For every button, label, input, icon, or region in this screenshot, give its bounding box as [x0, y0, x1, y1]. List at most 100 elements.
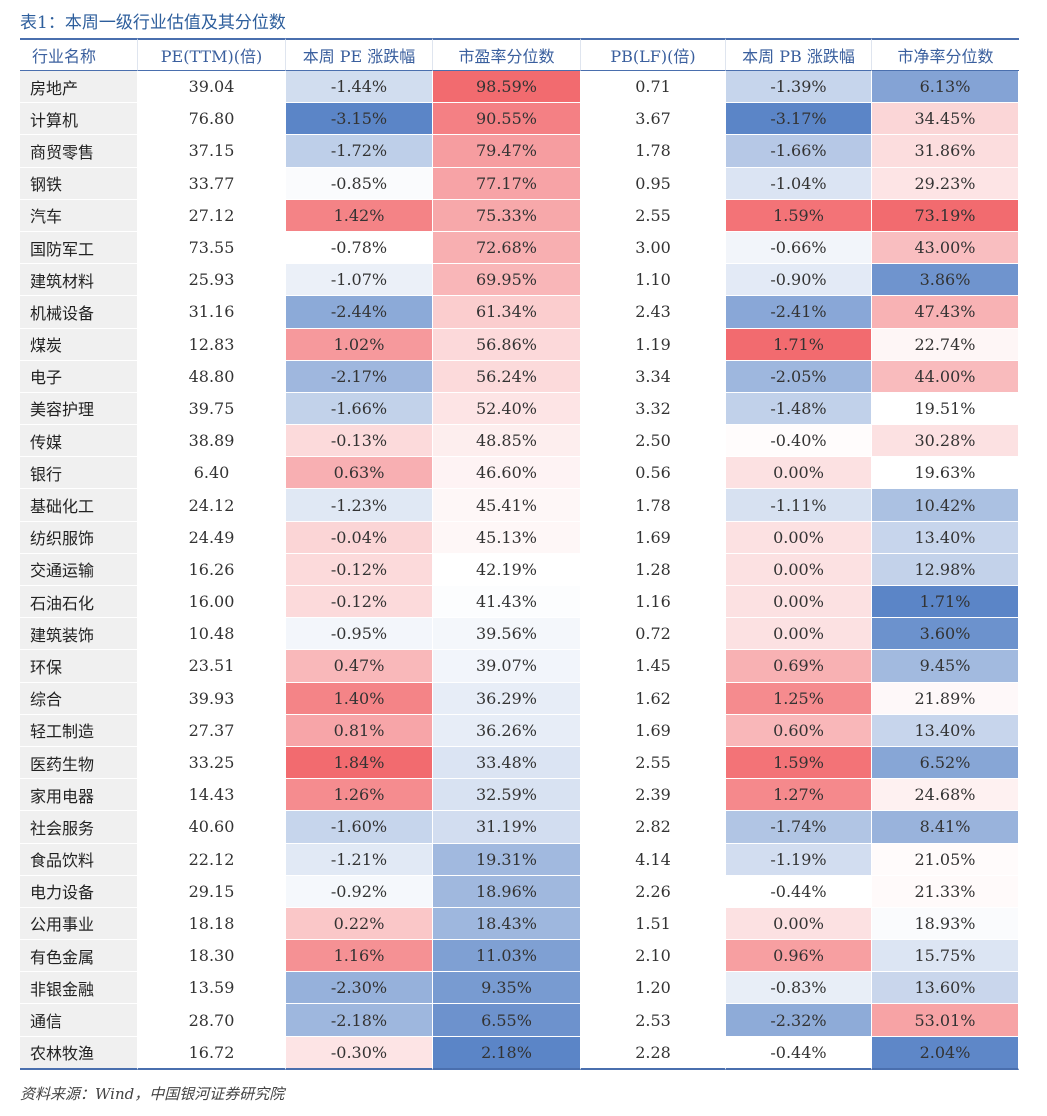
- table-row: 医药生物 33.25 1.84% 33.48% 2.55 1.59% 6.52%: [20, 746, 1019, 780]
- pb-percentile-cell: 47.43%: [872, 296, 1019, 329]
- industry-cell: 综合: [20, 682, 138, 715]
- pb-change-cell: -1.04%: [726, 167, 872, 200]
- pb-change-cell: 1.71%: [726, 328, 872, 361]
- table-row: 银行 6.40 0.63% 46.60% 0.56 0.00% 19.63%: [20, 457, 1019, 490]
- pe-change-cell: 0.47%: [286, 650, 433, 683]
- pb-cell: 0.95: [581, 167, 726, 200]
- industry-cell: 社会服务: [20, 811, 138, 844]
- pb-change-cell: 0.96%: [726, 940, 872, 973]
- industry-cell: 建筑装饰: [20, 618, 138, 651]
- pb-change-cell: -1.48%: [726, 392, 872, 426]
- table-row: 传媒 38.89 -0.13% 48.85% 2.50 -0.40% 30.28%: [20, 425, 1019, 458]
- pb-percentile-cell: 6.13%: [872, 71, 1019, 104]
- pe-percentile-cell: 56.86%: [433, 328, 581, 361]
- pb-cell: 2.26: [581, 875, 726, 908]
- pb-cell: 4.14: [581, 843, 726, 876]
- pb-percentile-cell: 30.28%: [872, 425, 1019, 458]
- industry-cell: 煤炭: [20, 328, 138, 361]
- pb-percentile-cell: 43.00%: [872, 231, 1019, 265]
- table-row: 计算机 76.80 -3.15% 90.55% 3.67 -3.17% 34.45%: [20, 103, 1019, 136]
- table-row: 汽车 27.12 1.42% 75.33% 2.55 1.59% 73.19%: [20, 199, 1019, 232]
- industry-cell: 纺织服饰: [20, 521, 138, 554]
- pb-change-cell: -1.19%: [726, 843, 872, 876]
- pe-change-cell: -0.92%: [286, 875, 433, 908]
- pb-change-cell: -1.66%: [726, 135, 872, 168]
- pe-change-cell: -1.07%: [286, 264, 433, 297]
- header-pe-percentile: 市盈率分位数: [433, 38, 581, 71]
- industry-cell: 银行: [20, 457, 138, 490]
- pe-change-cell: -0.12%: [286, 553, 433, 586]
- pb-percentile-cell: 12.98%: [872, 553, 1019, 586]
- pe-change-cell: -0.78%: [286, 231, 433, 265]
- pb-change-cell: 0.60%: [726, 714, 872, 747]
- pe-change-cell: -0.30%: [286, 1036, 433, 1070]
- pb-cell: 0.71: [581, 71, 726, 104]
- pe-cell: 39.75: [138, 392, 286, 426]
- pb-cell: 1.28: [581, 553, 726, 586]
- pb-change-cell: -0.90%: [726, 264, 872, 297]
- pe-change-cell: -1.44%: [286, 71, 433, 104]
- pe-cell: 27.12: [138, 199, 286, 232]
- pb-change-cell: -0.44%: [726, 875, 872, 908]
- pb-percentile-cell: 13.40%: [872, 521, 1019, 554]
- pb-cell: 1.45: [581, 650, 726, 683]
- industry-cell: 非银金融: [20, 972, 138, 1005]
- table-row: 综合 39.93 1.40% 36.29% 1.62 1.25% 21.89%: [20, 682, 1019, 715]
- pe-change-cell: 1.40%: [286, 682, 433, 715]
- pe-change-cell: -0.13%: [286, 425, 433, 458]
- industry-cell: 家用电器: [20, 779, 138, 812]
- pe-percentile-cell: 18.96%: [433, 875, 581, 908]
- pb-change-cell: 0.00%: [726, 586, 872, 619]
- industry-cell: 电力设备: [20, 875, 138, 908]
- pe-cell: 73.55: [138, 231, 286, 265]
- pe-cell: 18.30: [138, 940, 286, 973]
- pe-cell: 18.18: [138, 907, 286, 941]
- industry-cell: 交通运输: [20, 553, 138, 586]
- industry-cell: 石油石化: [20, 586, 138, 619]
- table-row: 建筑装饰 10.48 -0.95% 39.56% 0.72 0.00% 3.60%: [20, 618, 1019, 651]
- pb-percentile-cell: 29.23%: [872, 167, 1019, 200]
- pe-percentile-cell: 56.24%: [433, 360, 581, 393]
- pb-percentile-cell: 53.01%: [872, 1004, 1019, 1037]
- header-pb-change: 本周 PB 涨跌幅: [726, 38, 872, 71]
- pe-change-cell: -1.60%: [286, 811, 433, 844]
- industry-cell: 钢铁: [20, 167, 138, 200]
- pb-change-cell: -1.74%: [726, 811, 872, 844]
- table-row: 电子 48.80 -2.17% 56.24% 3.34 -2.05% 44.00%: [20, 360, 1019, 393]
- pb-change-cell: 1.59%: [726, 199, 872, 232]
- pe-percentile-cell: 79.47%: [433, 135, 581, 168]
- pb-percentile-cell: 3.60%: [872, 618, 1019, 651]
- table-row: 建筑材料 25.93 -1.07% 69.95% 1.10 -0.90% 3.86%: [20, 264, 1019, 297]
- table-row: 国防军工 73.55 -0.78% 72.68% 3.00 -0.66% 43.00%: [20, 231, 1019, 265]
- header-pb: PB(LF)(倍): [581, 38, 726, 71]
- table-header-row: 行业名称 PE(TTM)(倍) 本周 PE 涨跌幅 市盈率分位数 PB(LF)(…: [20, 38, 1019, 71]
- pb-cell: 3.67: [581, 103, 726, 136]
- header-pe: PE(TTM)(倍): [138, 38, 286, 71]
- pe-percentile-cell: 42.19%: [433, 553, 581, 586]
- pb-percentile-cell: 8.41%: [872, 811, 1019, 844]
- table-row: 公用事业 18.18 0.22% 18.43% 1.51 0.00% 18.93%: [20, 907, 1019, 941]
- pe-cell: 48.80: [138, 360, 286, 393]
- pe-percentile-cell: 2.18%: [433, 1036, 581, 1070]
- pe-cell: 16.72: [138, 1036, 286, 1070]
- pe-percentile-cell: 77.17%: [433, 167, 581, 200]
- industry-cell: 房地产: [20, 71, 138, 104]
- table-row: 环保 23.51 0.47% 39.07% 1.45 0.69% 9.45%: [20, 650, 1019, 683]
- table-row: 纺织服饰 24.49 -0.04% 45.13% 1.69 0.00% 13.40%: [20, 521, 1019, 554]
- table-row: 钢铁 33.77 -0.85% 77.17% 0.95 -1.04% 29.23%: [20, 167, 1019, 200]
- pe-change-cell: -0.85%: [286, 167, 433, 200]
- industry-cell: 通信: [20, 1004, 138, 1037]
- pe-percentile-cell: 41.43%: [433, 586, 581, 619]
- pe-percentile-cell: 9.35%: [433, 972, 581, 1005]
- pb-percentile-cell: 13.60%: [872, 972, 1019, 1005]
- table-row: 房地产 39.04 -1.44% 98.59% 0.71 -1.39% 6.13%: [20, 71, 1019, 104]
- pb-cell: 2.28: [581, 1036, 726, 1070]
- table-row: 轻工制造 27.37 0.81% 36.26% 1.69 0.60% 13.40%: [20, 714, 1019, 747]
- pb-percentile-cell: 10.42%: [872, 489, 1019, 522]
- pb-cell: 1.69: [581, 521, 726, 554]
- header-pb-percentile: 市净率分位数: [872, 38, 1019, 71]
- pb-percentile-cell: 21.05%: [872, 843, 1019, 876]
- table-body: 房地产 39.04 -1.44% 98.59% 0.71 -1.39% 6.13% 计算机 76…: [20, 71, 1019, 1070]
- industry-cell: 基础化工: [20, 489, 138, 522]
- pe-change-cell: -1.23%: [286, 489, 433, 522]
